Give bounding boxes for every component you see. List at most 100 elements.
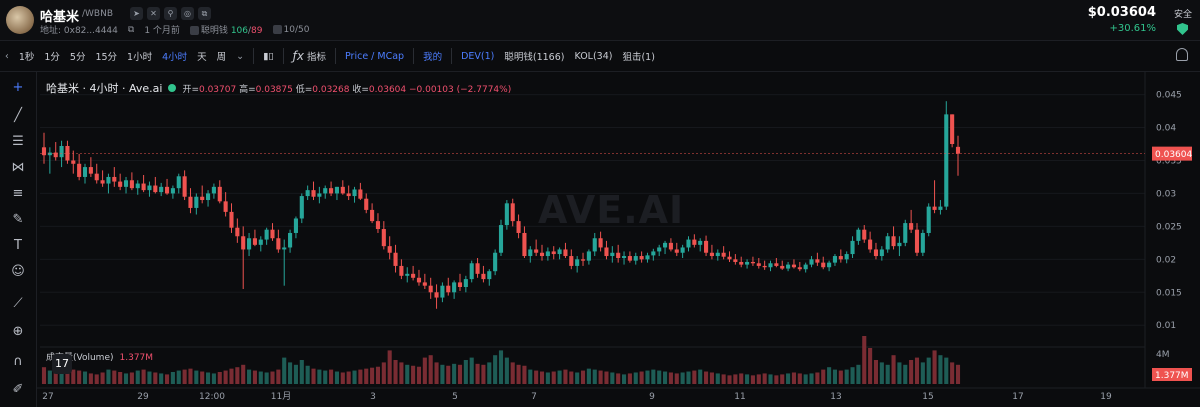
- volume-bar: [803, 374, 808, 384]
- volume-bar: [334, 371, 339, 384]
- volume-bar: [879, 362, 884, 384]
- current-volume-label: 1.377M: [1155, 371, 1189, 381]
- interval-3[interactable]: 15分: [95, 52, 118, 63]
- candle-body: [164, 186, 170, 194]
- volume-label: 成交量(Volume): [46, 353, 114, 363]
- candle-body: [633, 256, 638, 261]
- candle-body: [264, 229, 269, 240]
- fib-icon[interactable]: ≡: [12, 186, 24, 201]
- mine-filter[interactable]: 我的: [423, 52, 443, 63]
- candle-body: [680, 247, 685, 253]
- brush-icon[interactable]: ✎: [12, 212, 24, 227]
- volume-bar: [651, 369, 656, 384]
- safety-label[interactable]: 安全: [1173, 10, 1192, 20]
- token-avatar[interactable]: [6, 6, 34, 34]
- candle-body: [780, 265, 785, 269]
- dev-filter[interactable]: DEV(1): [461, 50, 495, 62]
- emoji-icon[interactable]: ☺: [11, 264, 25, 279]
- interval-4[interactable]: 1小时: [127, 52, 153, 63]
- smart-money-filter[interactable]: 聪明钱(1166): [504, 52, 565, 63]
- zoom-in-icon[interactable]: ⊕: [12, 324, 24, 339]
- candle-body: [159, 186, 164, 193]
- smart-money-in: 106: [230, 26, 248, 36]
- candle-body: [118, 181, 123, 187]
- x-icon[interactable]: ✕: [147, 7, 160, 20]
- candle-body: [873, 249, 879, 257]
- copy-address-icon[interactable]: ⧉: [127, 24, 135, 35]
- volume-bar: [399, 362, 404, 384]
- price-mcap-toggle[interactable]: Price / MCap: [344, 50, 405, 62]
- volume-bar: [247, 369, 252, 384]
- token-name: 哈基米: [40, 10, 80, 25]
- current-volume-tag: [1152, 368, 1192, 381]
- token-address[interactable]: 地址: 0x82...4444: [40, 26, 118, 36]
- candle-body: [733, 259, 738, 262]
- candle-body: [317, 193, 322, 197]
- close-value: 0.03604: [368, 84, 407, 95]
- search-icon[interactable]: ⚲: [164, 7, 177, 20]
- volume-bar: [516, 364, 521, 384]
- left-collapse-icon[interactable]: ‹: [5, 50, 9, 62]
- alert-bell-icon[interactable]: [1176, 48, 1188, 61]
- copy-icon[interactable]: ⧉: [198, 7, 211, 20]
- smart-money-stat[interactable]: 聪明钱 106/89: [189, 23, 263, 36]
- magnet-icon[interactable]: ∩: [13, 354, 23, 369]
- volume-bar: [674, 373, 679, 384]
- volume-bar: [241, 364, 246, 384]
- candle-body: [932, 206, 937, 210]
- interval-0[interactable]: 1秒: [18, 52, 35, 63]
- snipe-filter[interactable]: 狙击(1): [622, 52, 655, 63]
- interval-5[interactable]: 4小时: [162, 52, 188, 63]
- volume-bar: [498, 350, 504, 384]
- telegram-icon[interactable]: ➤: [130, 7, 143, 20]
- candle-body: [123, 180, 129, 187]
- kol-filter[interactable]: KOL(34): [574, 50, 613, 62]
- candle-body: [270, 229, 275, 239]
- candle-body: [955, 146, 961, 154]
- crosshair-icon[interactable]: +: [12, 80, 24, 95]
- website-icon[interactable]: ◎: [181, 7, 194, 20]
- pencil-icon[interactable]: ✐: [12, 382, 24, 397]
- volume-bar: [135, 370, 140, 384]
- volume-bar: [299, 360, 304, 384]
- candle-body: [862, 229, 867, 240]
- candle-body: [229, 211, 234, 228]
- candle-body: [422, 282, 427, 286]
- volume-bar: [950, 362, 955, 384]
- candle-body: [71, 160, 76, 164]
- volume-bar: [440, 364, 445, 384]
- volume-bar: [551, 371, 556, 384]
- chevron-down-icon[interactable]: ⌄: [236, 50, 245, 62]
- candle-body: [686, 239, 691, 248]
- volume-bar: [534, 370, 539, 384]
- volume-bar: [504, 357, 509, 384]
- interval-6[interactable]: 天: [197, 52, 207, 63]
- candle-body: [399, 265, 404, 276]
- horizontal-lines-icon[interactable]: ☰: [12, 134, 24, 149]
- candle-body: [293, 218, 298, 233]
- volume-bar: [868, 348, 873, 384]
- volume-bar: [844, 369, 849, 384]
- token-age: 1 个月前: [144, 26, 180, 36]
- pattern-icon[interactable]: ⋈: [11, 160, 25, 175]
- candle-type-icon[interactable]: ▮▯: [263, 50, 274, 62]
- candle-body: [475, 263, 480, 274]
- candle-body: [827, 262, 832, 268]
- volume-bar: [364, 368, 369, 384]
- interval-7[interactable]: 周: [216, 52, 227, 63]
- interval-1[interactable]: 1分: [44, 52, 60, 63]
- candle-body: [346, 193, 351, 197]
- tradingview-logo-icon[interactable]: 17: [52, 354, 72, 374]
- indicator-button[interactable]: ƒx 指标: [288, 49, 331, 63]
- price-change: +30.61%: [1109, 23, 1156, 34]
- chart-symbol: 哈基米 · 4小时 · Ave.ai: [46, 82, 163, 95]
- current-price-tag: [1152, 146, 1192, 161]
- text-tool-icon[interactable]: T: [14, 238, 22, 253]
- holders-stat[interactable]: 10/50: [272, 24, 309, 35]
- ruler-icon[interactable]: ⟋: [13, 296, 23, 311]
- interval-2[interactable]: 5分: [69, 52, 86, 63]
- volume-bar: [481, 364, 486, 384]
- candle-body: [405, 273, 410, 276]
- trendline-icon[interactable]: ╱: [14, 108, 22, 123]
